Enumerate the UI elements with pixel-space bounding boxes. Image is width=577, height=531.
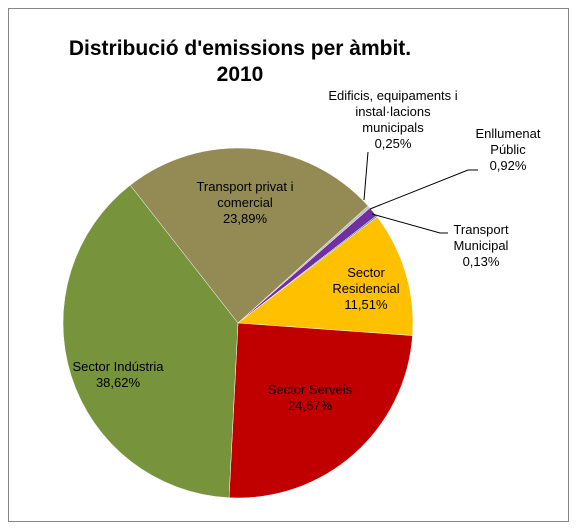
slice-name: Sector Serveis — [267, 382, 353, 397]
slice-value: 24,67% — [287, 398, 333, 413]
slice-name: Edificis, equipaments i instal·lacions m… — [328, 88, 458, 135]
slice-name: Transport privat i comercial — [196, 179, 294, 210]
slice-value: 0,92% — [489, 158, 527, 173]
slice-label: Edificis, equipaments i instal·lacions m… — [328, 88, 458, 152]
slice-value: 0,13% — [462, 254, 500, 269]
chart-title: Distribució d'emissions per àmbit. 2010 — [68, 37, 412, 86]
pie-slice — [228, 322, 413, 499]
slice-label: Sector Residencial 11,51% — [316, 265, 416, 313]
slice-label: Enllumenat Públic 0,92% — [463, 126, 553, 174]
slice-label: Transport privat i comercial 23,89% — [190, 179, 300, 227]
slice-name: Enllumenat Públic — [475, 126, 541, 157]
pie-slice — [62, 184, 239, 499]
slice-label: Sector Indústria 38,62% — [68, 359, 168, 391]
slice-value: 38,62% — [95, 375, 141, 390]
leader-line — [369, 169, 478, 210]
slice-value: 11,51% — [344, 297, 388, 312]
leader-line — [363, 151, 369, 201]
slice-label: Sector Serveis 24,67% — [265, 382, 355, 414]
slice-name: Sector Indústria — [72, 359, 164, 374]
leader-line — [371, 213, 448, 234]
pie-slice — [237, 216, 414, 336]
slice-name: Transport Municipal — [453, 222, 509, 253]
slice-label: Transport Municipal 0,13% — [431, 222, 531, 270]
slice-value: 23,89% — [222, 211, 268, 226]
chart-frame — [8, 8, 569, 522]
pie-slice — [129, 147, 369, 324]
slice-value: 0,25% — [374, 136, 412, 151]
slice-name: Sector Residencial — [332, 265, 400, 296]
